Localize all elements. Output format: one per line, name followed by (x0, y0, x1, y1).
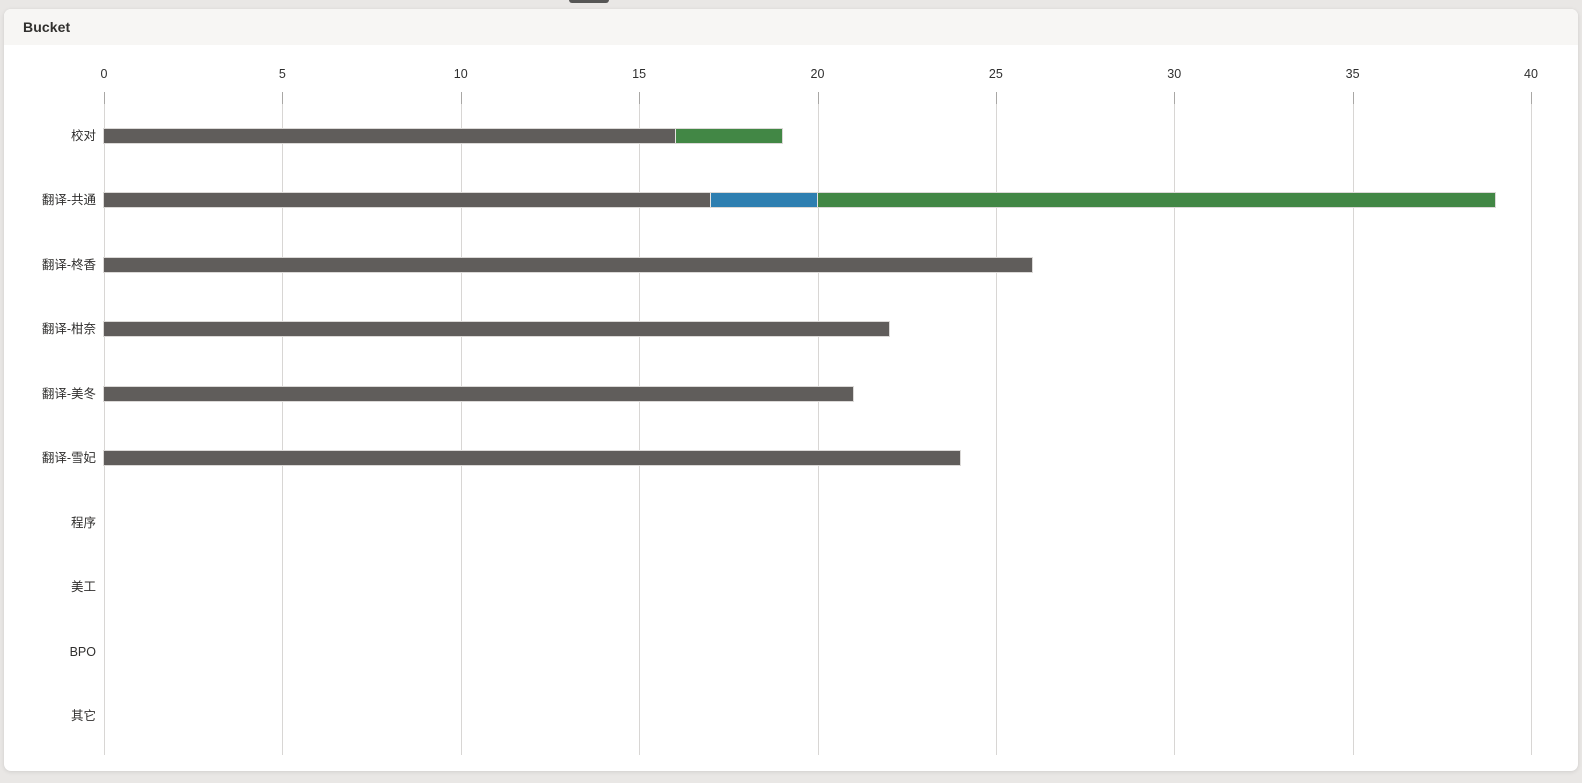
x-gridline (1531, 104, 1532, 755)
category-label: 美工 (70, 580, 96, 594)
x-gridline (1352, 104, 1354, 755)
bar-segment-dark-gray[interactable] (104, 193, 711, 207)
bar-row (104, 322, 889, 336)
bar-row (104, 386, 854, 401)
x-tick-mark (639, 92, 641, 104)
x-gridline (995, 104, 997, 755)
x-tick-mark (104, 92, 105, 104)
bar-segment-dark-gray[interactable] (104, 257, 1032, 272)
bucket-chart-card: Bucket 0 5 10 15 20 25 30 35 40 校对翻译-共通翻译-柊香翻译-柑奈… (4, 9, 1578, 771)
bar-row (104, 128, 782, 143)
x-tick-label: 20 (810, 67, 825, 81)
bar-row (104, 193, 1496, 207)
x-tick-label: 35 (1345, 67, 1360, 81)
category-label: 程序 (70, 515, 96, 530)
x-tick-mark (1531, 92, 1532, 104)
x-gridline (817, 104, 819, 755)
x-gridline (282, 104, 284, 755)
category-label: 翻译-共通 (41, 193, 96, 207)
x-tick-label: 0 (100, 67, 108, 81)
x-tick-mark (282, 92, 284, 104)
x-tick-label: 40 (1524, 67, 1538, 81)
x-tick-mark (1174, 92, 1176, 104)
x-gridline (104, 104, 105, 755)
category-label: BPO (69, 644, 96, 659)
x-tick-label: 5 (278, 67, 286, 81)
card-header: Bucket (4, 9, 1578, 45)
category-label: 校对 (70, 128, 96, 143)
x-tick-mark (460, 92, 462, 104)
x-tick-mark (1352, 92, 1354, 104)
bar-segment-blue[interactable] (710, 193, 818, 207)
category-label: 翻译-美冬 (41, 386, 96, 401)
x-tick-label: 30 (1167, 67, 1182, 81)
bar-segment-green[interactable] (674, 128, 782, 143)
x-tick-mark (995, 92, 997, 104)
x-tick-label: 15 (632, 67, 647, 81)
x-tick-label: 25 (988, 67, 1003, 81)
window-edge-artifact (569, 0, 609, 3)
bar-segment-dark-gray[interactable] (104, 386, 854, 401)
bar-row (104, 257, 1032, 272)
x-gridline (1174, 104, 1176, 755)
x-tick-mark (817, 92, 819, 104)
bar-segment-dark-gray[interactable] (104, 128, 675, 143)
category-label: 翻译-雪妃 (41, 451, 96, 465)
bar-segment-dark-gray[interactable] (104, 451, 961, 465)
bar-row (104, 451, 961, 465)
x-tick-label: 10 (453, 67, 468, 81)
bar-segment-dark-gray[interactable] (104, 322, 889, 336)
category-label: 其它 (70, 709, 96, 723)
category-label: 翻译-柑奈 (41, 322, 96, 336)
x-gridline (460, 104, 462, 755)
x-gridline (639, 104, 641, 755)
bar-segment-green[interactable] (817, 193, 1496, 207)
bucket-bar-chart: 0 5 10 15 20 25 30 35 40 校对翻译-共通翻译-柊香翻译-柑奈翻译-美冬翻译… (4, 9, 1578, 771)
chart-title: Bucket (23, 19, 71, 35)
category-label: 翻译-柊香 (41, 257, 96, 272)
